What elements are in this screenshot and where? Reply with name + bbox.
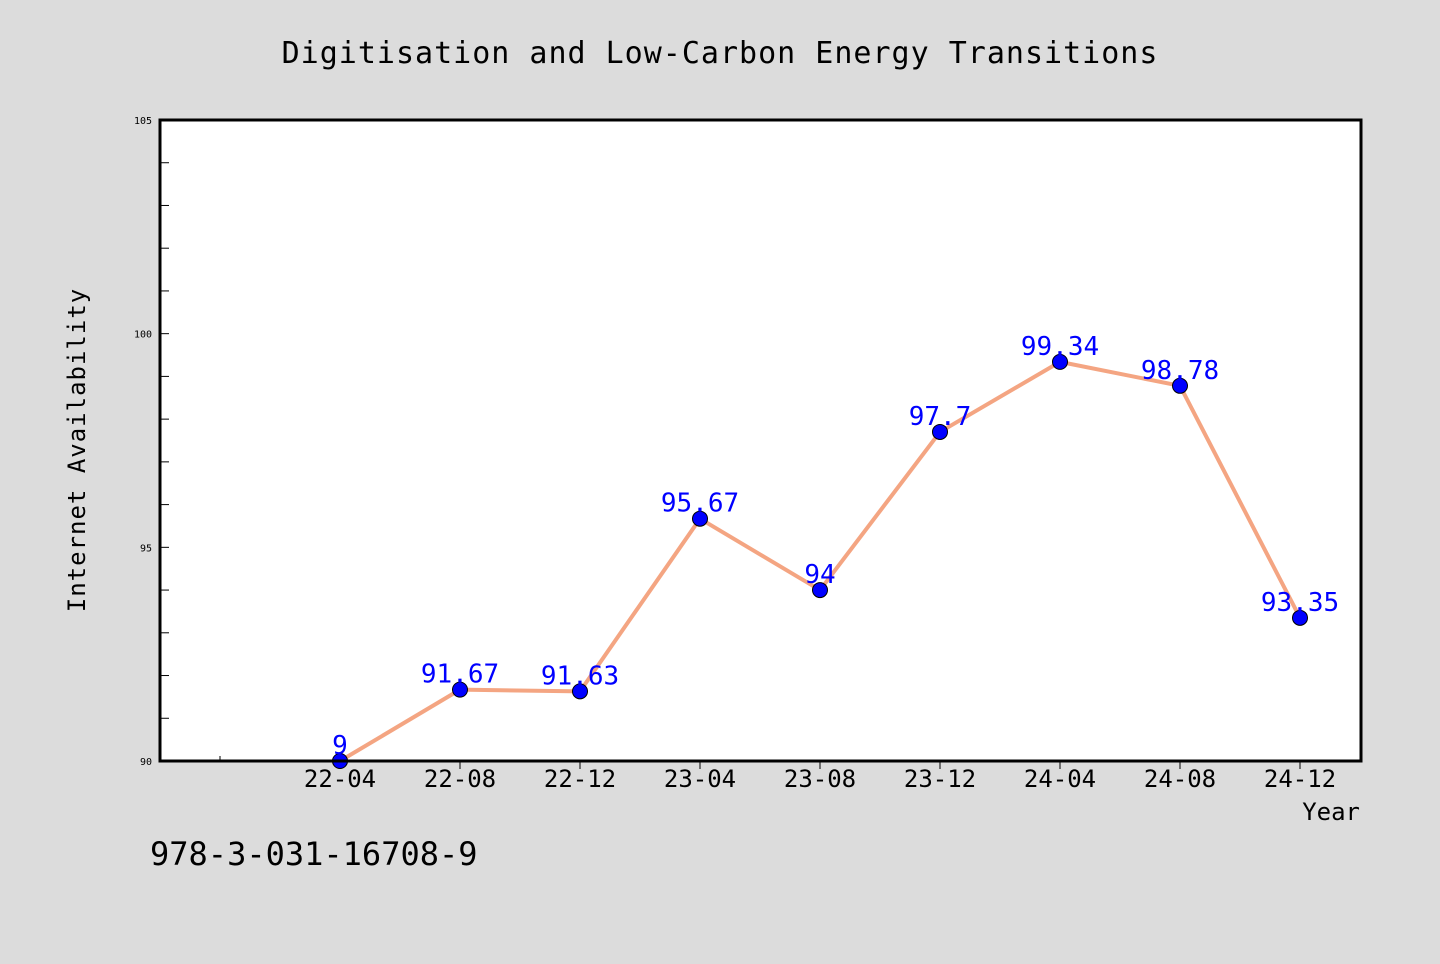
plot-frame (158, 118, 1363, 763)
chart-title: Digitisation and Low-Carbon Energy Trans… (282, 36, 1159, 71)
x-tick-label: 24-12 (1264, 765, 1336, 793)
data-point (692, 510, 708, 527)
data-label: 95.67 (661, 489, 739, 519)
data-label: 94 (804, 560, 835, 590)
data-point (1052, 353, 1068, 370)
data-label: 93.35 (1261, 588, 1339, 618)
x-tick-label: 22-04 (304, 765, 376, 793)
x-tick-label: 22-08 (424, 765, 496, 793)
y-tick-label: 100 (134, 330, 152, 341)
data-point (812, 582, 828, 599)
x-tick-label: 23-08 (784, 765, 856, 793)
data-point (452, 681, 468, 698)
data-point (1172, 377, 1188, 394)
footer-isbn: 978-3-031-16708-9 (150, 835, 478, 873)
data-label: 91.67 (421, 660, 499, 690)
data-point (572, 683, 588, 700)
data-label: 91.63 (541, 661, 619, 691)
data-point (932, 423, 948, 440)
y-tick-label: 95 (140, 543, 152, 554)
data-label: 9 (332, 731, 348, 761)
y-tick-label: 105 (134, 116, 152, 127)
data-label: 99.34 (1021, 332, 1099, 362)
series-layer: 9 91.67 91.63 95.67 94 97.7 99.34 98.78 93.35 (332, 332, 1339, 769)
axis-layer: 90 95 100 105 22-04 22-08 22-12 23-04 23-08 23-12… (134, 116, 1336, 793)
x-axis-label: Year (1302, 798, 1360, 826)
data-label: 97.7 (909, 402, 972, 432)
x-tick-label: 23-04 (664, 765, 736, 793)
data-label: 98.78 (1141, 356, 1219, 386)
data-point (1292, 609, 1308, 626)
y-tick-label: 90 (140, 757, 152, 768)
x-tick-label: 24-08 (1144, 765, 1216, 793)
y-axis-label: Internet Availability (63, 288, 91, 612)
x-tick-label: 24-04 (1024, 765, 1096, 793)
x-tick-label: 22-12 (544, 765, 616, 793)
plot-area (160, 120, 1361, 761)
x-tick-label: 23-12 (904, 765, 976, 793)
